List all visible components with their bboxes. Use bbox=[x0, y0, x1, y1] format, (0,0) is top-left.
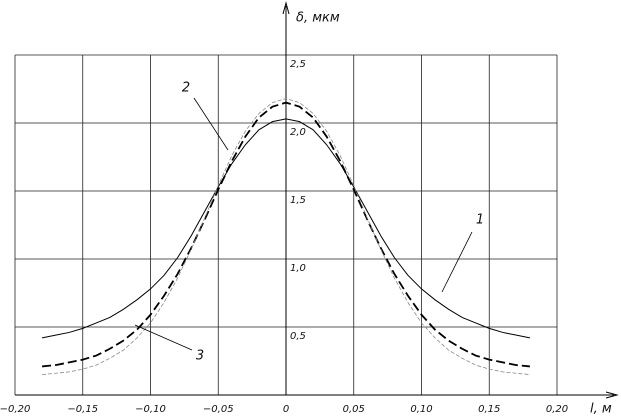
x-tick-label: −0,20 bbox=[0, 404, 30, 415]
x-tick-label: 0,10 bbox=[410, 404, 432, 415]
y-tick-label: 2,0 bbox=[290, 127, 306, 138]
x-tick-label: 0,15 bbox=[478, 404, 500, 415]
x-tick-label: 0,20 bbox=[546, 404, 568, 415]
data-line bbox=[42, 118, 530, 339]
curve-label: 2 bbox=[182, 81, 190, 96]
x-tick-label: −0,05 bbox=[203, 404, 234, 415]
leader-line bbox=[134, 324, 193, 351]
leader-line bbox=[441, 231, 473, 293]
leader-line bbox=[193, 97, 229, 151]
x-axis-title: l, м bbox=[590, 402, 612, 417]
y-tick-label: 0,5 bbox=[290, 331, 306, 342]
x-axis-arrow bbox=[605, 391, 619, 399]
y-axis-title: δ, мкм bbox=[296, 11, 340, 26]
data-line bbox=[42, 101, 530, 368]
curve-label: 3 bbox=[196, 349, 204, 364]
y-axis-arrow bbox=[282, 1, 290, 15]
curve-label: 1 bbox=[476, 213, 484, 228]
x-tick-label: 0 bbox=[283, 404, 289, 415]
y-tick-label: 1,0 bbox=[290, 263, 306, 274]
x-tick-label: −0,15 bbox=[67, 404, 98, 415]
y-tick-label: 2,5 bbox=[290, 59, 306, 70]
x-tick-label: 0,05 bbox=[343, 404, 365, 415]
data-line bbox=[42, 98, 530, 375]
x-tick-label: −0,10 bbox=[135, 404, 166, 415]
y-tick-label: 1,5 bbox=[290, 195, 306, 206]
